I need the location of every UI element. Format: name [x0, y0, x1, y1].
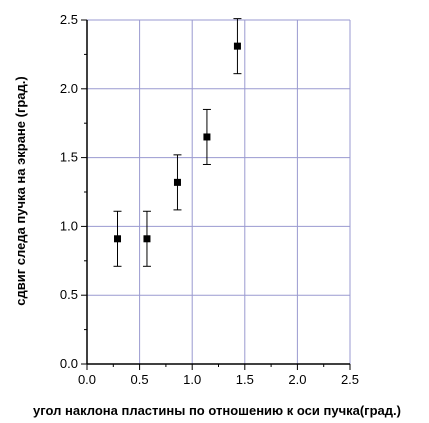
axes — [86, 20, 350, 365]
data-point-group — [173, 154, 182, 211]
y-tick-label: 0.5 — [60, 287, 78, 302]
x-tick-label: 1.0 — [183, 372, 201, 387]
data-point-marker — [203, 133, 211, 141]
y-tick-label: 1.5 — [60, 150, 78, 165]
data-point-marker — [143, 235, 151, 243]
data-point-marker — [114, 235, 122, 243]
x-axis-ticks: 0.0 0.5 1.0 1.5 2.0 2.5 — [78, 364, 359, 387]
x-tick-label: 2.0 — [288, 372, 306, 387]
y-tick-label: 0.0 — [60, 356, 78, 371]
y-tick-label: 2.5 — [60, 12, 78, 27]
data-points — [113, 18, 242, 267]
grid — [87, 19, 351, 364]
data-point-group — [202, 108, 211, 165]
data-point-marker — [233, 42, 241, 50]
data-point-group — [233, 18, 242, 75]
y-tick-label: 2.0 — [60, 81, 78, 96]
y-axis-title: сдвиг следа пучка на экране (град.) — [13, 76, 28, 305]
x-tick-label: 1.5 — [236, 372, 254, 387]
x-tick-label: 2.5 — [341, 372, 359, 387]
y-tick-label: 1.0 — [60, 218, 78, 233]
x-tick-label: 0.5 — [131, 372, 149, 387]
x-tick-label: 0.0 — [78, 372, 96, 387]
data-point-group — [113, 210, 122, 267]
data-point-group — [142, 210, 151, 267]
data-point-marker — [173, 178, 181, 186]
y-axis-ticks: 0.0 0.5 1.0 1.5 2.0 2.5 — [60, 12, 87, 371]
x-axis-title: угол наклона пластины по отношению к оси… — [33, 403, 401, 418]
